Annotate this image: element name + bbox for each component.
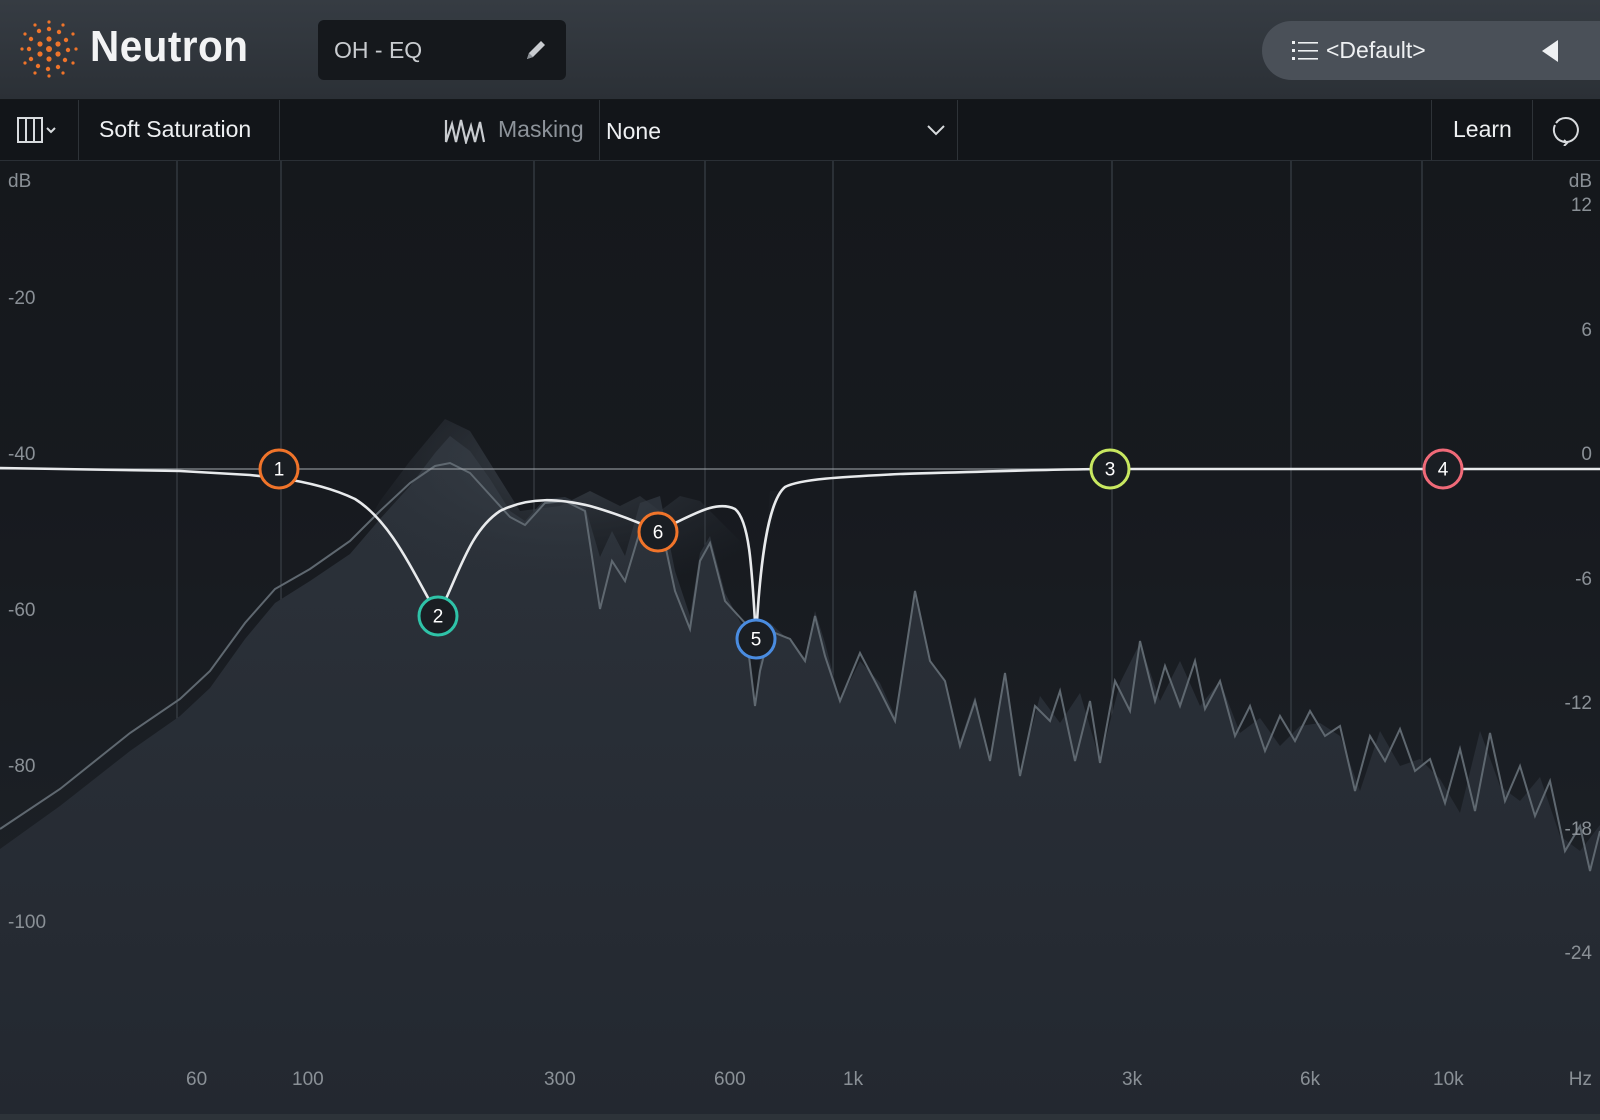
neutron-logo-icon [20,20,78,78]
list-icon [1292,41,1318,60]
preset-menu-button[interactable]: <Default> [1262,21,1600,80]
left-db-tick: -20 [8,288,35,309]
eq-display[interactable]: dB -20 -40 -60 -80 -100 dB 12 6 0 -6 -12… [0,161,1600,1120]
chevron-down-icon [927,125,945,136]
reset-button[interactable] [1532,100,1600,160]
learn-button[interactable]: Learn [1431,100,1533,160]
preset-menu-label: <Default> [1326,37,1426,63]
left-db-axis: dB -20 -40 -60 -80 -100 [8,171,46,933]
frequency-tick: 60 [186,1069,207,1090]
frequency-tick: 10k [1433,1069,1464,1090]
left-db-unit: dB [8,171,31,192]
masking-source-value: None [606,118,661,144]
eq-curve [0,466,1600,640]
frequency-tick: 1k [843,1069,864,1090]
eq-node-label: 6 [653,523,664,544]
spectrum-fill [0,436,1600,1120]
eq-node-label: 5 [751,630,762,651]
eq-node-label: 2 [433,607,444,628]
module-toolbar: Soft Saturation Masking None Learn [0,100,1600,161]
frequency-tick: 6k [1300,1069,1321,1090]
eq-node-4[interactable]: 4 [1422,448,1464,490]
brand-title: Neutron [90,22,249,71]
right-db-axis: dB 12 6 0 -6 -12 -18 -24 [1565,171,1593,964]
eq-node-label: 3 [1105,460,1116,481]
eq-band-nodes[interactable]: 1 2 3 4 5 6 [258,448,1464,660]
soft-saturation-label: Soft Saturation [99,116,252,142]
eq-node-label: 1 [274,460,285,481]
frequency-axis: 60 100 300 600 1k 3k 6k 10k Hz [186,1069,1592,1090]
right-db-tick: 6 [1581,320,1592,341]
frequency-unit: Hz [1569,1069,1592,1090]
masking-icon [444,119,486,144]
eq-node-6[interactable]: 6 [637,511,679,553]
preset-name-text: OH - EQ [334,37,423,63]
frequency-tick: 3k [1122,1069,1143,1090]
right-db-tick: 0 [1581,444,1592,465]
columns-icon [17,117,56,143]
eq-node-3[interactable]: 3 [1089,448,1131,490]
frequency-tick: 600 [714,1069,746,1090]
left-db-tick: -60 [8,600,35,621]
header-bar: Neutron OH - EQ <Default> [0,0,1600,100]
reset-icon [1552,116,1579,146]
eq-node-2[interactable]: 2 [417,595,459,637]
preset-name-field[interactable]: OH - EQ [318,20,566,80]
left-db-tick: -40 [8,444,35,465]
spectrum-line [0,461,1600,872]
right-db-tick: -18 [1565,819,1592,840]
right-db-tick: -6 [1575,569,1592,590]
right-db-tick: 12 [1571,195,1592,216]
view-toggle-button[interactable] [0,100,79,160]
eq-node-1[interactable]: 1 [258,448,300,490]
collapse-triangle-icon[interactable] [1538,37,1564,65]
learn-label: Learn [1453,116,1512,142]
left-db-tick: -80 [8,756,35,777]
eq-node-5[interactable]: 5 [735,618,777,660]
eq-node-label: 4 [1438,460,1449,481]
pencil-icon[interactable] [522,36,550,64]
bottom-meter-strip [0,1114,1600,1120]
masking-control[interactable]: Masking [280,100,600,160]
frequency-tick: 100 [292,1069,324,1090]
right-db-tick: -24 [1565,943,1593,964]
soft-saturation-button[interactable]: Soft Saturation [79,100,280,160]
masking-label: Masking [498,116,584,142]
right-db-tick: -12 [1565,693,1592,714]
masking-source-select[interactable]: None [600,100,958,160]
frequency-tick: 300 [544,1069,576,1090]
right-db-unit: dB [1569,171,1592,192]
left-db-tick: -100 [8,912,46,933]
eq-graph[interactable]: dB -20 -40 -60 -80 -100 dB 12 6 0 -6 -12… [0,161,1600,1120]
